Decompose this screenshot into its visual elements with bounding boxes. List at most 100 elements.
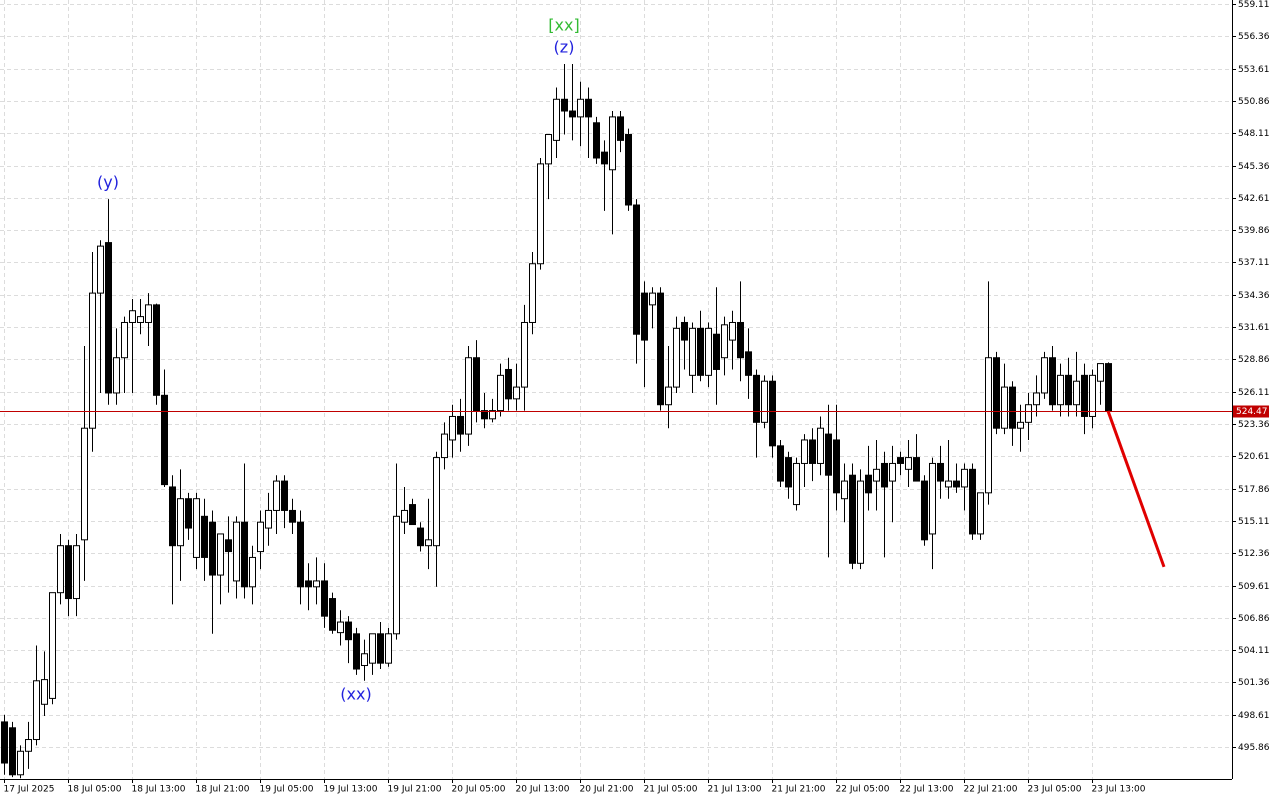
- candle-body: [169, 486, 176, 547]
- x-tick-label: 22 Jul 13:00: [900, 785, 954, 795]
- x-tick-label: 21 Jul 21:00: [772, 785, 826, 795]
- candle-body: [689, 327, 696, 376]
- candle-body: [65, 545, 72, 600]
- candle-body: [753, 374, 760, 423]
- labels: 559.11 556.36 553.61 550.86 548.11 545.36 542.…: [4, 0, 1270, 795]
- candle-body: [1065, 374, 1072, 406]
- candle-body: [641, 292, 648, 341]
- candle-body: [665, 386, 672, 406]
- candle-body: [681, 321, 688, 341]
- candle-body: [593, 122, 600, 159]
- y-tick-label: 528.86: [1238, 355, 1270, 365]
- candle-body: [1, 721, 8, 764]
- candle-body: [145, 304, 152, 323]
- y-tick-label: 520.61: [1238, 452, 1270, 462]
- wave-label: (z): [554, 38, 575, 57]
- candle-body: [921, 480, 928, 541]
- x-tick-label: 20 Jul 05:00: [452, 785, 506, 795]
- y-tick-label: 545.36: [1238, 162, 1270, 172]
- candle-body: [1049, 357, 1056, 406]
- y-tick-label: 523.36: [1238, 420, 1270, 430]
- candle-body: [657, 292, 664, 406]
- x-tick-label: 22 Jul 05:00: [836, 785, 890, 795]
- candle-body: [977, 492, 984, 535]
- candle-body: [209, 521, 216, 576]
- y-tick-label: 515.11: [1238, 517, 1270, 527]
- candle-body: [401, 509, 408, 523]
- candle-body: [673, 327, 680, 388]
- candle-body: [729, 321, 736, 341]
- y-tick-label: 534.36: [1238, 291, 1270, 301]
- candle-body: [385, 633, 392, 664]
- candle-body: [825, 433, 832, 476]
- candle-body: [793, 462, 800, 506]
- candle-body: [769, 380, 776, 447]
- candle-body: [393, 515, 400, 635]
- candle-body: [33, 680, 40, 741]
- candle-body: [1017, 421, 1024, 429]
- candle-body: [329, 598, 336, 631]
- candle-body: [649, 292, 656, 306]
- candle-body: [497, 374, 504, 412]
- candle-body: [137, 316, 144, 323]
- candle-body: [985, 357, 992, 494]
- candle-body: [177, 498, 184, 547]
- x-tick-label: 20 Jul 13:00: [516, 785, 570, 795]
- y-tick-label: 531.61: [1238, 323, 1270, 333]
- candle-body: [929, 462, 936, 535]
- candle-body: [369, 633, 376, 664]
- candle-body: [545, 134, 552, 165]
- candle-body: [881, 462, 888, 488]
- current-price-box: [1233, 405, 1269, 418]
- candle-body: [1033, 392, 1040, 406]
- candle-body: [961, 468, 968, 488]
- candle-body: [25, 739, 32, 752]
- x-tick-label: 21 Jul 05:00: [644, 785, 698, 795]
- candle-body: [321, 580, 328, 617]
- candle-body: [353, 633, 360, 670]
- y-tick-label: 550.86: [1238, 97, 1270, 107]
- x-tick-label: 17 Jul 2025: [4, 785, 55, 795]
- y-tick-label: 517.86: [1238, 485, 1270, 495]
- y-tick-label: 495.86: [1238, 743, 1270, 753]
- candle-body: [833, 439, 840, 494]
- candle-body: [1057, 374, 1064, 406]
- y-tick-label: 526.11: [1238, 388, 1270, 398]
- candles: [0, 64, 1232, 779]
- candle-body: [737, 321, 744, 359]
- y-tick-label: 548.11: [1238, 129, 1270, 139]
- candle-body: [449, 415, 456, 441]
- projection-line: [1106, 410, 1166, 568]
- candle-body: [73, 545, 80, 600]
- x-tick-label: 20 Jul 21:00: [580, 785, 634, 795]
- candle-body: [97, 245, 104, 294]
- candle-body: [553, 98, 560, 141]
- y-tick-label: 559.11: [1238, 0, 1270, 10]
- candle-body: [41, 679, 48, 705]
- candle-body: [129, 310, 136, 323]
- y-tick-label: 537.11: [1238, 258, 1270, 268]
- candle-body: [1073, 380, 1080, 406]
- candle-body: [953, 480, 960, 488]
- y-tick-label: 553.61: [1238, 65, 1270, 75]
- x-tick-label: 19 Jul 05:00: [260, 785, 314, 795]
- wave-label: (xx): [340, 684, 371, 703]
- candle-body: [529, 263, 536, 323]
- candle-body: [337, 621, 344, 634]
- candle-body: [865, 474, 872, 494]
- y-tick-label: 556.36: [1238, 32, 1270, 42]
- candle-body: [417, 527, 424, 547]
- candle-body: [633, 204, 640, 335]
- candle-body: [625, 134, 632, 206]
- candle-body: [81, 427, 88, 541]
- candle-body: [873, 468, 880, 482]
- candle-body: [1089, 374, 1096, 417]
- candle-body: [193, 498, 200, 558]
- candle-body: [569, 110, 576, 118]
- candle-body: [1105, 363, 1112, 412]
- x-tick-label: 19 Jul 13:00: [324, 785, 378, 795]
- candle-body: [105, 242, 112, 394]
- candle-body: [1001, 386, 1008, 429]
- candle-body: [441, 433, 448, 459]
- x-tick-label: 18 Jul 05:00: [68, 785, 122, 795]
